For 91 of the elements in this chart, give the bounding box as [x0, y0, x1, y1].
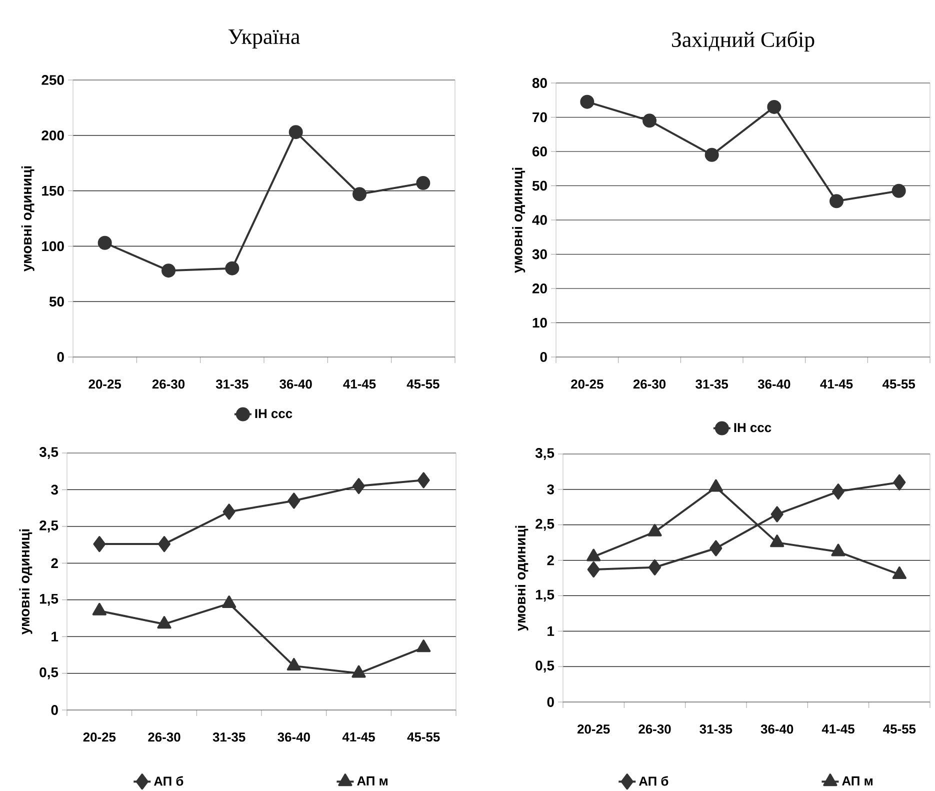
point: [892, 184, 906, 198]
point: [352, 478, 365, 494]
point: [704, 148, 719, 162]
x-tick-label: 31-35: [216, 379, 248, 389]
y-tick-label: 1: [52, 632, 58, 642]
y-tick-label: 0: [57, 352, 64, 362]
x-tick-label: 26-30: [148, 732, 180, 742]
chart-title: Україна: [228, 29, 300, 48]
x-tick-label: 31-35: [212, 732, 246, 742]
y-tick-label: 0,5: [536, 660, 554, 672]
y-tick-label: 40: [532, 215, 547, 225]
x-tick-label: 20-25: [88, 379, 122, 389]
x-tick-label: 26-30: [152, 379, 185, 389]
point: [288, 492, 300, 509]
y-tick-label: 100: [42, 241, 64, 252]
point: [92, 602, 106, 616]
point: [416, 640, 431, 652]
legend-label: ІН ссс: [734, 423, 772, 432]
legend-label: АП м: [357, 776, 388, 786]
x-tick-label: 20-25: [571, 379, 604, 389]
y-tick-label: 1: [548, 626, 554, 636]
y-tick-label: 30: [532, 249, 547, 260]
x-tick-label: 31-35: [696, 379, 728, 389]
x-tick-label: 45-55: [882, 379, 916, 389]
legend-label: АП м: [842, 776, 872, 786]
y-tick-label: 0: [547, 697, 554, 707]
y-tick-label: 2: [51, 558, 58, 568]
point: [642, 114, 657, 128]
point: [222, 504, 236, 520]
point: [157, 616, 172, 629]
y-tick-label: 10: [532, 318, 547, 328]
point: [352, 187, 367, 202]
y-tick-label: 0: [540, 352, 547, 362]
point: [225, 261, 240, 276]
y-tick-label: 2,5: [536, 518, 554, 531]
legend-label: ІН ссс: [255, 409, 292, 418]
x-tick-label: 45-55: [406, 379, 440, 389]
point: [416, 176, 430, 190]
x-tick-label: 41-45: [822, 724, 854, 734]
y-tick-label: 200: [42, 130, 64, 140]
y-tick-label: 3: [51, 484, 58, 495]
y-tick-label: 0: [51, 705, 58, 715]
y-tick-label: 70: [532, 112, 547, 122]
point: [352, 665, 366, 678]
x-tick-label: 20-25: [577, 724, 610, 734]
point: [158, 536, 170, 552]
point: [288, 125, 303, 140]
x-tick-label: 26-30: [633, 379, 666, 389]
point: [98, 236, 112, 250]
point: [93, 536, 106, 552]
y-tick-label: 80: [532, 78, 547, 88]
legend-label: АП б: [638, 776, 668, 786]
y-tick-label: 0,5: [40, 667, 58, 680]
x-tick-label: 36-40: [280, 379, 312, 389]
y-tick-label: 2,5: [40, 520, 58, 532]
x-tick-label: 41-45: [342, 732, 375, 742]
x-tick-label: 20-25: [83, 732, 116, 742]
x-tick-label: 26-30: [638, 724, 671, 734]
y-axis-title: умовні одиниці: [19, 529, 32, 634]
x-tick-label: 36-40: [760, 724, 794, 734]
x-tick-label: 36-40: [278, 732, 310, 742]
y-tick-label: 50: [49, 296, 64, 306]
y-tick-label: 50: [532, 180, 547, 191]
y-axis-title: умовні одиниці: [21, 166, 34, 272]
point: [830, 194, 844, 208]
y-axis-title: умовні одиниці: [515, 526, 528, 631]
point: [222, 595, 236, 608]
point: [417, 472, 430, 488]
y-axis-title: умовні одиниці: [512, 168, 526, 273]
y-tick-label: 1,5: [536, 590, 554, 602]
y-tick-label: 2: [547, 555, 554, 566]
point: [580, 94, 594, 109]
y-tick-label: 3: [547, 484, 554, 494]
chart-title: Західний Сибір: [672, 31, 814, 52]
x-tick-label: 36-40: [758, 379, 790, 389]
y-tick-label: 1,5: [40, 594, 58, 606]
y-tick-label: 60: [532, 146, 547, 156]
point: [162, 264, 176, 278]
x-tick-label: 41-45: [343, 379, 376, 389]
x-tick-label: 41-45: [820, 379, 853, 389]
point: [767, 100, 782, 114]
y-tick-label: 3,5: [535, 448, 554, 460]
y-tick-label: 3,5: [39, 446, 58, 459]
x-tick-label: 45-55: [407, 732, 440, 742]
y-tick-label: 150: [42, 186, 64, 196]
y-tick-label: 20: [532, 284, 547, 294]
legend-label: АП б: [154, 776, 184, 786]
x-tick-label: 45-55: [883, 724, 916, 734]
point: [286, 658, 301, 670]
y-tick-label: 250: [42, 75, 64, 85]
x-tick-label: 31-35: [700, 724, 732, 734]
